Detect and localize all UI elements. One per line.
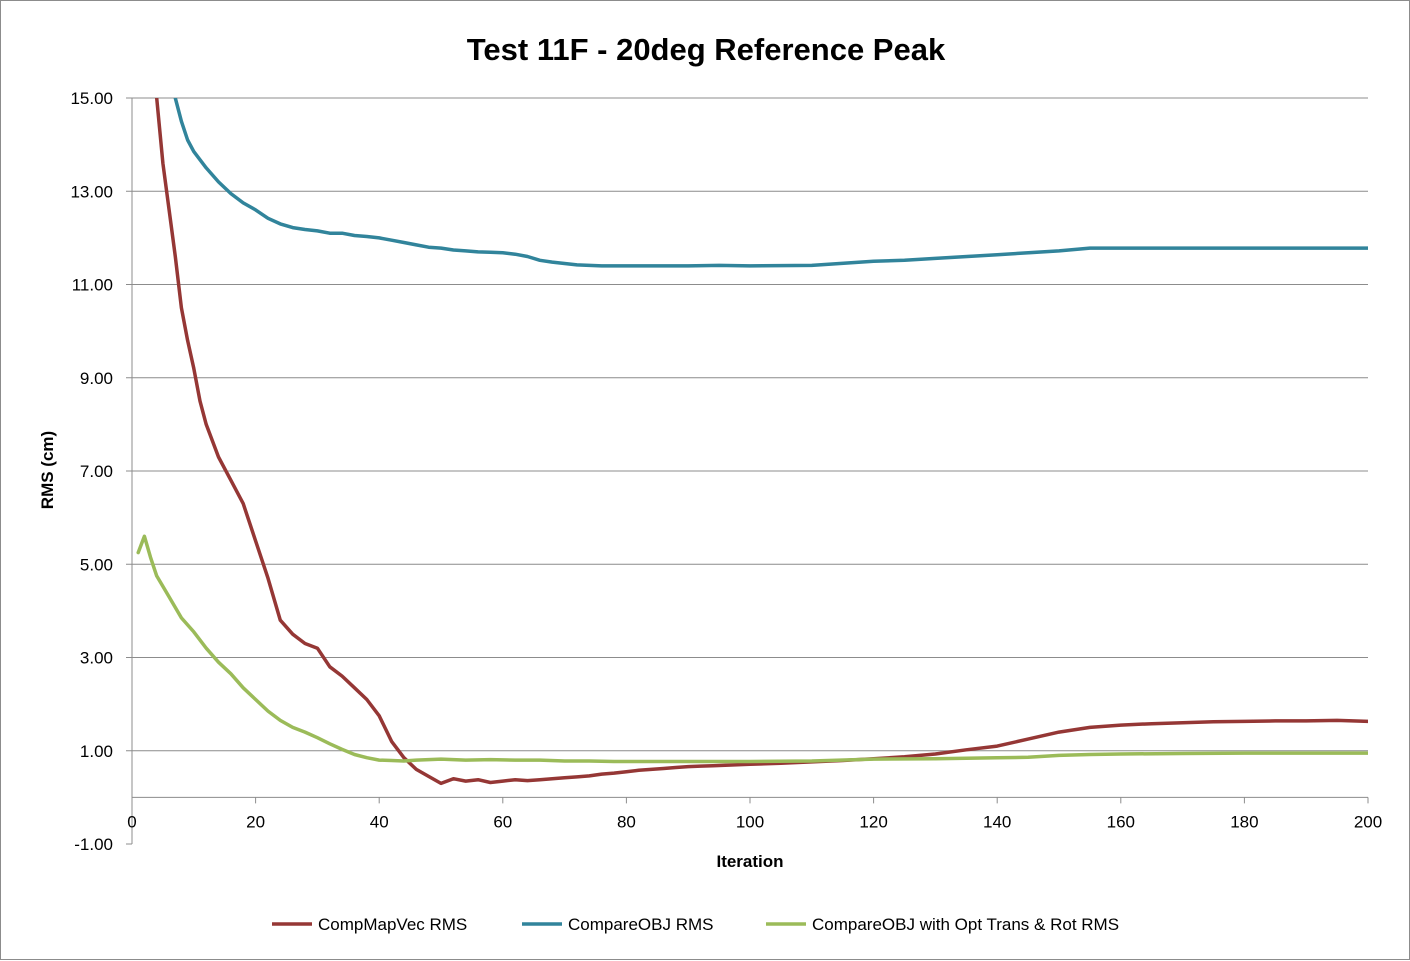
x-tick-label: 180 xyxy=(1230,812,1258,831)
legend: CompMapVec RMS CompareOBJ RMS CompareOBJ w… xyxy=(272,915,1119,934)
x-tick-label: 140 xyxy=(983,812,1011,831)
y-tick-label: 5.00 xyxy=(80,555,113,574)
y-axis-label: RMS (cm) xyxy=(38,431,57,509)
legend-label: CompareOBJ RMS xyxy=(568,915,713,934)
x-tick-label: 40 xyxy=(370,812,389,831)
y-tick-label: 15.00 xyxy=(70,89,113,108)
x-tick-label: 60 xyxy=(493,812,512,831)
legend-label: CompareOBJ with Opt Trans & Rot RMS xyxy=(812,915,1119,934)
x-tick-label: 160 xyxy=(1107,812,1135,831)
y-tick-label: 1.00 xyxy=(80,742,113,761)
x-tick-label: 0 xyxy=(127,812,136,831)
y-tick-label: 3.00 xyxy=(80,649,113,668)
x-axis-label: Iteration xyxy=(716,852,783,871)
x-tick-label: 200 xyxy=(1354,812,1382,831)
y-tick-label: -1.00 xyxy=(74,835,113,854)
series-line-2 xyxy=(173,98,1368,268)
series-lines xyxy=(136,98,1368,786)
y-tick-label: 13.00 xyxy=(70,182,113,201)
series-line-3 xyxy=(136,534,1368,764)
x-tick-label: 120 xyxy=(859,812,887,831)
axes: -1.00 1.00 3.00 5.00 7.00 9.00 11.00 13.00 15.00… xyxy=(70,89,1382,854)
series-line-1 xyxy=(154,98,1368,786)
chart-title: Test 11F - 20deg Reference Peak xyxy=(467,32,946,67)
legend-label: CompMapVec RMS xyxy=(318,915,467,934)
y-tick-label: 7.00 xyxy=(80,462,113,481)
y-tick-label: 9.00 xyxy=(80,369,113,388)
x-tick-label: 20 xyxy=(246,812,265,831)
x-tick-label: 80 xyxy=(617,812,636,831)
x-tick-label: 100 xyxy=(736,812,764,831)
gridlines xyxy=(132,97,1368,752)
y-tick-label: 11.00 xyxy=(72,276,113,295)
